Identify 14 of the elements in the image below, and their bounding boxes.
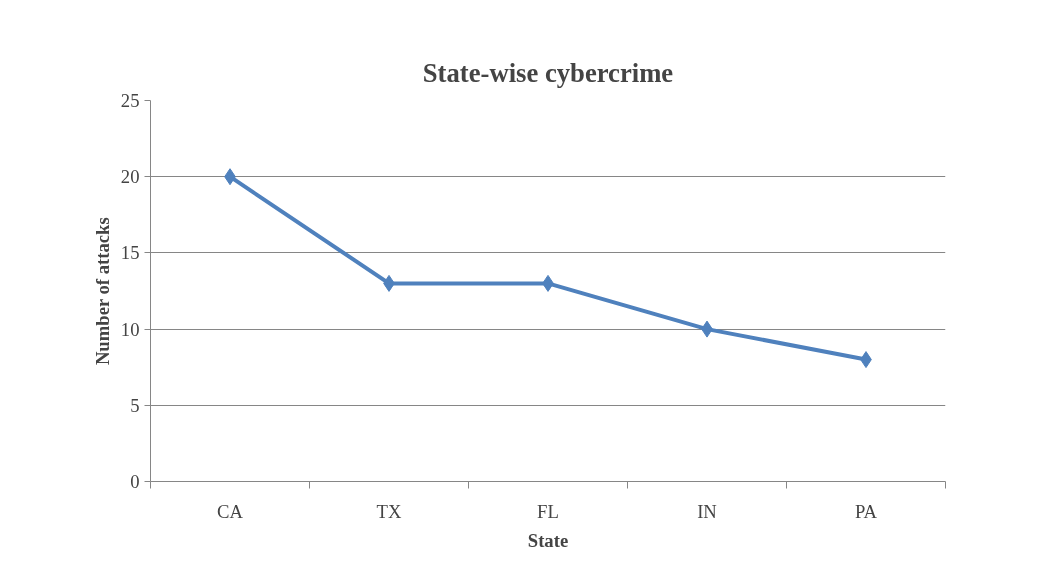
x-axis-title: State bbox=[527, 529, 569, 551]
y-tick-label: 0 bbox=[130, 471, 140, 492]
x-tick-label: FL bbox=[537, 500, 559, 522]
y-tick-label: 5 bbox=[130, 394, 140, 416]
y-tick-label: 20 bbox=[120, 166, 140, 188]
x-tick-label: PA bbox=[854, 500, 878, 522]
x-tick-label: CA bbox=[217, 500, 244, 522]
chart-title: State-wise cybercrime bbox=[422, 58, 674, 88]
y-tick-label: 25 bbox=[120, 90, 140, 111]
x-tick-label: TX bbox=[376, 500, 402, 522]
x-tick-label: IN bbox=[697, 500, 718, 522]
y-axis-title: Number of attacks bbox=[91, 217, 113, 366]
y-tick-label: 10 bbox=[120, 318, 140, 340]
y-tick-label: 15 bbox=[120, 242, 140, 264]
